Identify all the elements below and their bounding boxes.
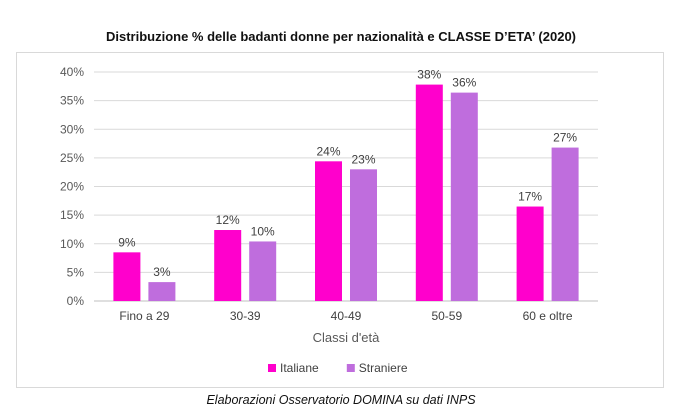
bar-italiane <box>516 206 544 301</box>
bar-straniere <box>249 241 277 301</box>
legend-label-straniere: Straniere <box>359 361 408 375</box>
data-label: 24% <box>316 144 340 158</box>
data-label: 36% <box>452 76 476 90</box>
chart-frame <box>16 52 664 388</box>
data-label: 23% <box>351 152 375 166</box>
y-tick-label: 35% <box>60 94 84 108</box>
legend-swatch-straniere <box>346 364 355 372</box>
source-caption: Elaborazioni Osservatorio DOMINA su dati… <box>206 393 476 407</box>
data-label: 17% <box>518 190 542 204</box>
y-tick-label: 10% <box>60 237 84 251</box>
y-tick-label: 20% <box>60 180 84 194</box>
data-label: 27% <box>553 131 577 145</box>
y-tick-label: 15% <box>60 208 84 222</box>
data-label: 38% <box>417 68 441 82</box>
legend-swatch-italiane <box>268 364 276 372</box>
data-label: 3% <box>153 265 171 279</box>
data-label: 10% <box>251 224 275 238</box>
bar-italiane <box>113 252 141 301</box>
bar-straniere <box>450 92 478 301</box>
x-tick-label: 60 e oltre <box>523 309 573 323</box>
bar-italiane <box>415 84 443 301</box>
legend-label-italiane: Italiane <box>280 361 319 375</box>
bar-straniere <box>350 169 377 301</box>
x-axis-title: Classi d'età <box>313 330 381 345</box>
x-tick-label: Fino a 29 <box>119 309 169 323</box>
data-label: 12% <box>216 213 240 227</box>
bar-straniere <box>148 282 176 301</box>
chart-title: Distribuzione % delle badanti donne per … <box>105 29 576 44</box>
y-tick-label: 25% <box>60 151 84 165</box>
bar-italiane <box>214 230 242 301</box>
y-tick-label: 40% <box>60 65 84 79</box>
bar-italiane <box>315 161 342 301</box>
x-tick-label: 50-59 <box>431 309 462 323</box>
y-tick-label: 30% <box>60 122 84 136</box>
y-tick-label: 0% <box>67 294 85 308</box>
y-tick-label: 5% <box>67 265 85 279</box>
data-label: 9% <box>118 235 136 249</box>
x-tick-label: 30-39 <box>230 309 261 323</box>
bar-straniere <box>551 147 579 301</box>
x-tick-label: 40-49 <box>331 309 362 323</box>
